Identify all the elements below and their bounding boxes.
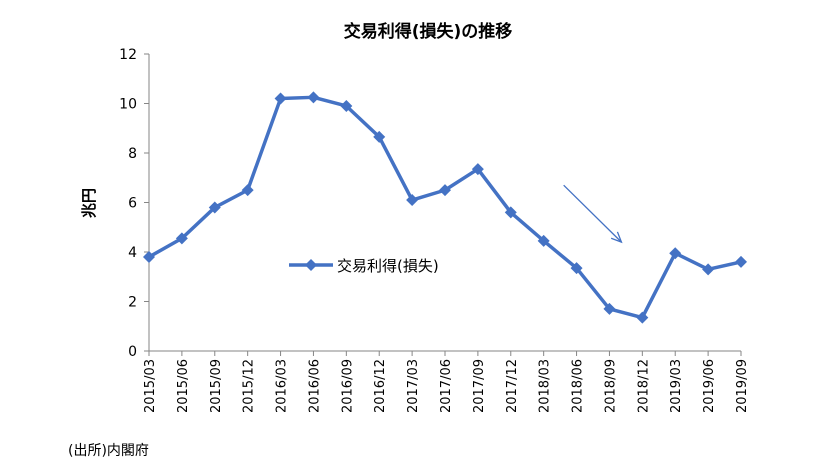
series-line: [148, 95, 742, 320]
data-point-marker: [504, 206, 517, 219]
data-point-marker: [406, 194, 419, 207]
data-point-marker: [241, 184, 254, 197]
x-tick-label: 2019/03: [669, 359, 684, 413]
data-point-marker: [307, 91, 320, 104]
axes: 0 2 4 6 8 10 12 2015/03 2015/06 2015/09 2015/12 201…: [119, 47, 750, 413]
x-tick-label: 2017/12: [505, 359, 520, 413]
legend: 交易利得(損失): [289, 257, 439, 275]
x-tick-label: 2017/09: [472, 359, 487, 413]
data-point-marker: [471, 163, 484, 176]
annotation-layer: [563, 184, 623, 244]
legend-label: 交易利得(損失): [337, 257, 439, 275]
y-tick-label: 12: [119, 47, 137, 63]
trend-arrow-head-icon: [610, 231, 623, 244]
data-point-marker: [373, 130, 386, 143]
x-tick-label: 2016/06: [307, 359, 322, 413]
y-axis-label: 兆円: [80, 188, 98, 218]
trend-arrow-shaft: [563, 184, 622, 243]
data-point-marker: [570, 262, 583, 275]
y-tick-label: 2: [128, 295, 137, 311]
x-tick-label: 2016/03: [275, 359, 290, 413]
data-point-marker: [702, 263, 715, 276]
x-tick-label: 2018/12: [636, 359, 651, 413]
data-point-marker: [340, 99, 353, 112]
data-point-marker: [636, 311, 649, 324]
x-tick-label: 2016/09: [340, 359, 355, 413]
chart-title: 交易利得(損失)の推移: [344, 21, 513, 42]
series-layer: [143, 91, 747, 324]
y-tick-label: 6: [128, 196, 137, 212]
y-tick-label: 10: [119, 97, 137, 113]
x-tick-label: 2015/06: [176, 359, 191, 413]
x-tick-label: 2018/03: [538, 359, 553, 413]
y-tick-label: 8: [128, 146, 137, 162]
x-tick-label: 2018/09: [603, 359, 618, 413]
x-tick-label: 2018/06: [571, 359, 586, 413]
data-point-marker: [669, 247, 682, 260]
data-point-marker: [274, 92, 287, 105]
x-tick-label: 2015/09: [209, 359, 224, 413]
x-tick-label: 2017/03: [406, 359, 421, 413]
data-point-marker: [603, 302, 616, 315]
x-tick-label: 2015/12: [242, 359, 257, 413]
data-point-marker: [735, 255, 747, 268]
x-tick-label: 2017/06: [439, 359, 454, 413]
x-tick-label: 2015/03: [143, 359, 158, 413]
x-tick-label: 2019/06: [702, 359, 717, 413]
x-tick-label: 2016/12: [373, 359, 388, 413]
data-point-marker: [208, 201, 221, 214]
y-tick-label: 0: [128, 344, 137, 360]
data-point-marker: [537, 234, 550, 247]
source-note: (出所)内閣府: [68, 443, 149, 459]
data-point-marker: [143, 250, 155, 263]
data-point-marker: [175, 232, 188, 245]
data-point-marker: [439, 184, 451, 197]
y-tick-label: 4: [128, 245, 137, 261]
legend-marker: [305, 259, 317, 271]
x-tick-label: 2019/09: [735, 359, 750, 413]
